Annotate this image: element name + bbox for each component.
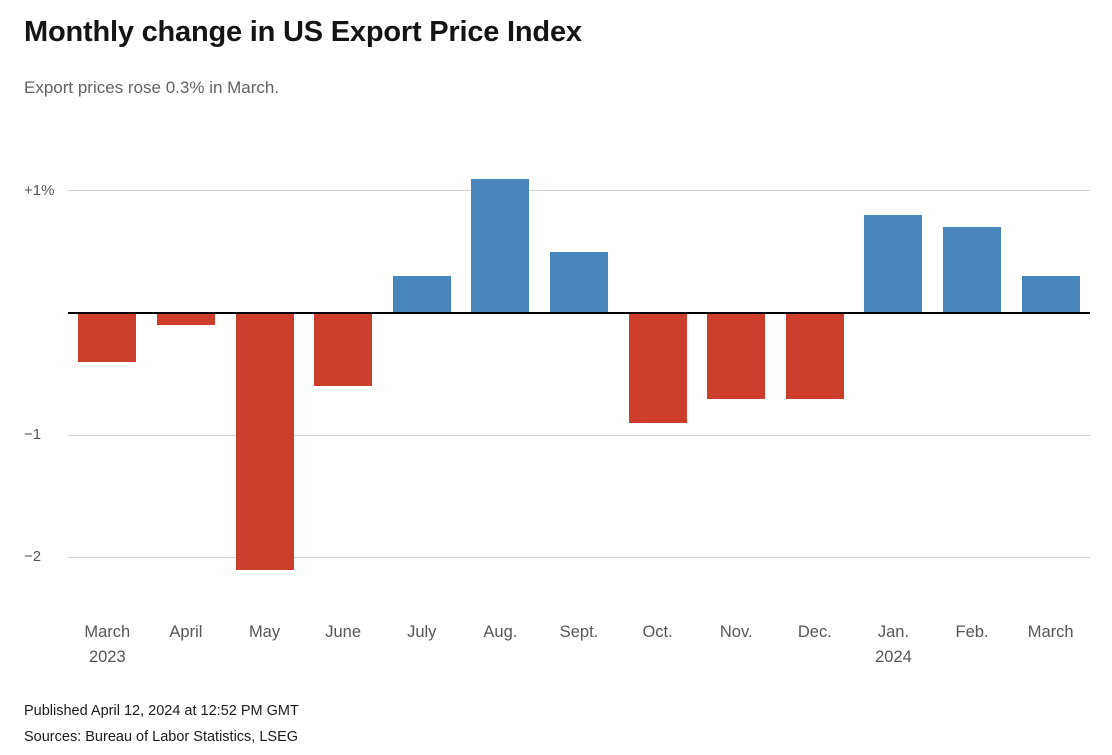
- x-axis-tick: Aug.: [455, 620, 545, 645]
- page-title: Monthly change in US Export Price Index: [24, 16, 582, 48]
- sources-note: Sources: Bureau of Labor Statistics, LSE…: [24, 729, 299, 745]
- x-axis-tick: Dec.: [770, 620, 860, 645]
- x-axis-tick-label: April: [169, 623, 203, 641]
- bar-dec-9: [785, 313, 844, 399]
- page-subtitle: Export prices rose 0.3% in March.: [24, 78, 280, 97]
- x-axis-tick: Sept.: [534, 620, 624, 645]
- x-axis-tick: Jan. 2024: [848, 620, 938, 670]
- x-axis-tick-label: Dec.: [797, 623, 832, 641]
- x-axis-tick: Nov.: [691, 620, 781, 645]
- bar-april-1: [156, 313, 215, 326]
- bar-may-2: [235, 313, 294, 570]
- x-axis-tick-label: Aug.: [483, 623, 518, 641]
- bar-jan-10: [864, 215, 923, 313]
- y-axis-tick-label: +1%: [24, 181, 55, 199]
- x-axis-tick: Oct.: [613, 620, 703, 645]
- y-axis-tick-label: −2: [24, 548, 42, 566]
- gridline-y-1: [68, 434, 1090, 436]
- bar-oct-7: [628, 313, 687, 423]
- x-axis-tick-label: Nov.: [719, 623, 753, 641]
- x-axis-tick-label: Feb.: [955, 623, 989, 641]
- bar-sept-6: [550, 251, 608, 313]
- x-axis-tick-label: May: [248, 623, 281, 641]
- gridline-y1: [68, 190, 1090, 192]
- x-axis-tick: May: [220, 620, 310, 645]
- x-axis-tick-label: June: [325, 623, 362, 641]
- bar-june-3: [314, 313, 373, 387]
- x-axis-tick-label: Sept.: [559, 623, 599, 641]
- published-timestamp: Published April 12, 2024 at 12:52 PM GMT: [24, 703, 299, 719]
- x-axis-tick: Feb.: [927, 620, 1017, 645]
- x-axis-tick-label: March: [84, 623, 131, 641]
- zero-baseline: [68, 312, 1090, 314]
- bar-feb-11: [943, 227, 1002, 313]
- x-axis-tick: July: [377, 620, 467, 645]
- x-axis-tick: April: [141, 620, 231, 645]
- x-axis-tick-label: March: [1027, 623, 1074, 641]
- bar-nov-8: [707, 313, 766, 399]
- bar-march-0: [78, 313, 137, 362]
- x-axis-tick-label: Oct.: [642, 623, 673, 641]
- x-axis-year-label: 2023: [88, 648, 126, 666]
- x-axis-tick-label: Jan.: [877, 623, 910, 641]
- gridline-y-2: [68, 556, 1090, 558]
- x-axis-tick: June: [298, 620, 388, 645]
- bar-aug-5: [471, 178, 530, 313]
- x-axis-tick: March: [1006, 620, 1096, 645]
- x-axis-tick: March 2023: [62, 620, 152, 670]
- y-axis-tick-label: −1: [24, 426, 42, 444]
- bar-july-4: [392, 276, 451, 313]
- x-axis-year-label: 2024: [875, 648, 912, 666]
- bar-march-12: [1021, 276, 1080, 313]
- x-axis-tick-label: July: [407, 623, 437, 641]
